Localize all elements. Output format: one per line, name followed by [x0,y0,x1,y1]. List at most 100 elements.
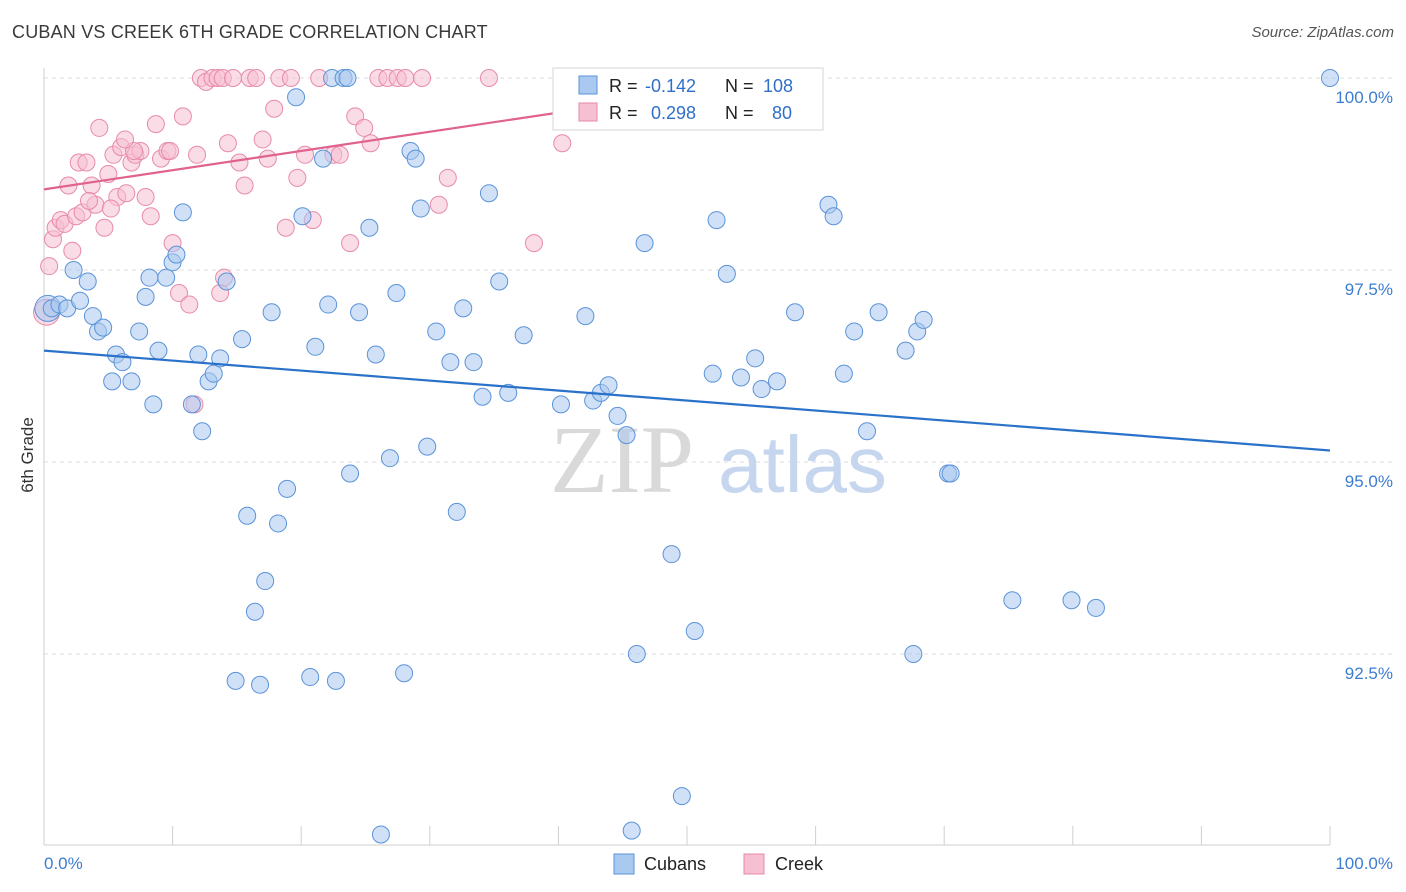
cubans-point [78,272,97,291]
cubans-point [71,291,90,310]
legend-swatch-cubans [578,75,598,95]
cubans-point [341,464,360,483]
cubans-point [717,264,736,283]
creek-point [341,234,360,253]
cubans-point [514,326,533,345]
y-axis-title: 6th Grade [18,417,37,493]
cubans-point [301,668,320,687]
cubans-point [499,383,518,402]
creek-point [82,176,101,195]
cubans-point [617,426,636,445]
trend-lines [43,92,1331,452]
cubans-point [269,514,288,533]
creek-point [141,207,160,226]
creek-point [235,176,254,195]
creek-points [33,69,581,414]
cubans-point [287,88,306,107]
cubans-point [576,307,595,326]
creek-point [361,134,380,153]
cubans-point [941,464,960,483]
stats-legend: R = -0.142 N = 108 R = 0.298 N = 80 [552,67,824,131]
creek-point [224,69,243,87]
cubans-points [34,69,1339,844]
creek-point [95,218,114,237]
creek-point [230,153,249,172]
creek-point [90,118,109,137]
cubans-point [635,234,654,253]
cubans-point [306,337,325,356]
grid-lines [44,77,1392,655]
creek-point [524,234,543,253]
bottom-legend-swatch-creek [743,853,765,875]
creek-point [265,99,284,118]
cubans-point [824,207,843,226]
legend-n-label-1: N = [725,76,754,96]
cubans-point [233,330,252,349]
creek-point [553,134,572,153]
cubans-point [454,299,473,318]
cubans-point [1086,598,1105,617]
creek-point [413,69,432,87]
creek-point [77,153,96,172]
cubans-point [238,506,257,525]
cubans-point [608,406,627,425]
tick-labels: 92.5% 95.0% 97.5% 100.0% 0.0% 100.0% [44,88,1393,873]
cubans-point [122,372,141,391]
cubans-point [834,364,853,383]
creek-point [253,130,272,149]
legend-n-value-1: 108 [763,76,793,96]
cubans-trend-line [43,349,1331,452]
cubans-point [904,645,923,663]
cubans-point [350,303,369,322]
y-tick-label: 95.0% [1345,472,1393,491]
creek-point [170,284,189,303]
cubans-point [473,387,492,406]
cubans-point [360,218,379,237]
cubans-point [136,287,155,306]
bottom-legend-cubans: Cubans [644,854,706,874]
legend-swatch-creek [578,102,598,122]
cubans-point [1062,591,1081,610]
axes [43,68,1331,846]
creek-point [117,184,136,203]
y-tick-label: 92.5% [1345,664,1393,683]
cubans-point [551,395,570,414]
x-tick-label-min: 0.0% [44,854,83,873]
cubans-point [256,572,275,591]
cubans-point [173,203,192,222]
cubans-point [447,502,466,521]
cubans-point [204,364,223,383]
cubans-point [189,345,208,364]
legend-r-value-2: 0.298 [651,103,696,123]
legend-r-value-1: -0.142 [645,76,696,96]
creek-point [479,69,498,87]
creek-point [116,130,135,149]
creek-point [188,145,207,164]
creek-point [247,69,266,87]
creek-point [330,145,349,164]
creek-point [438,168,457,187]
cubans-point [746,349,765,368]
cubans-point [144,395,163,414]
creek-point [288,168,307,187]
cubans-point [387,284,406,303]
creek-point [101,199,120,218]
creek-point [276,218,295,237]
cubans-point [319,295,338,314]
cubans-point [627,645,646,663]
cubans-point [103,372,122,391]
chart-title: CUBAN VS CREEK 6TH GRADE CORRELATION CHA… [12,22,488,42]
cubans-point [599,376,618,395]
creek-point [146,115,165,134]
creek-point [40,257,59,276]
y-tick-label: 100.0% [1335,88,1393,107]
legend-r-label-2: R = [609,103,638,123]
cubans-point [896,341,915,360]
cubans-point [411,199,430,218]
y-tick-label: 97.5% [1345,280,1393,299]
creek-point [218,134,237,153]
cubans-point [490,272,509,291]
cubans-point [685,621,704,640]
cubans-point [262,303,281,322]
cubans-point [314,149,333,168]
